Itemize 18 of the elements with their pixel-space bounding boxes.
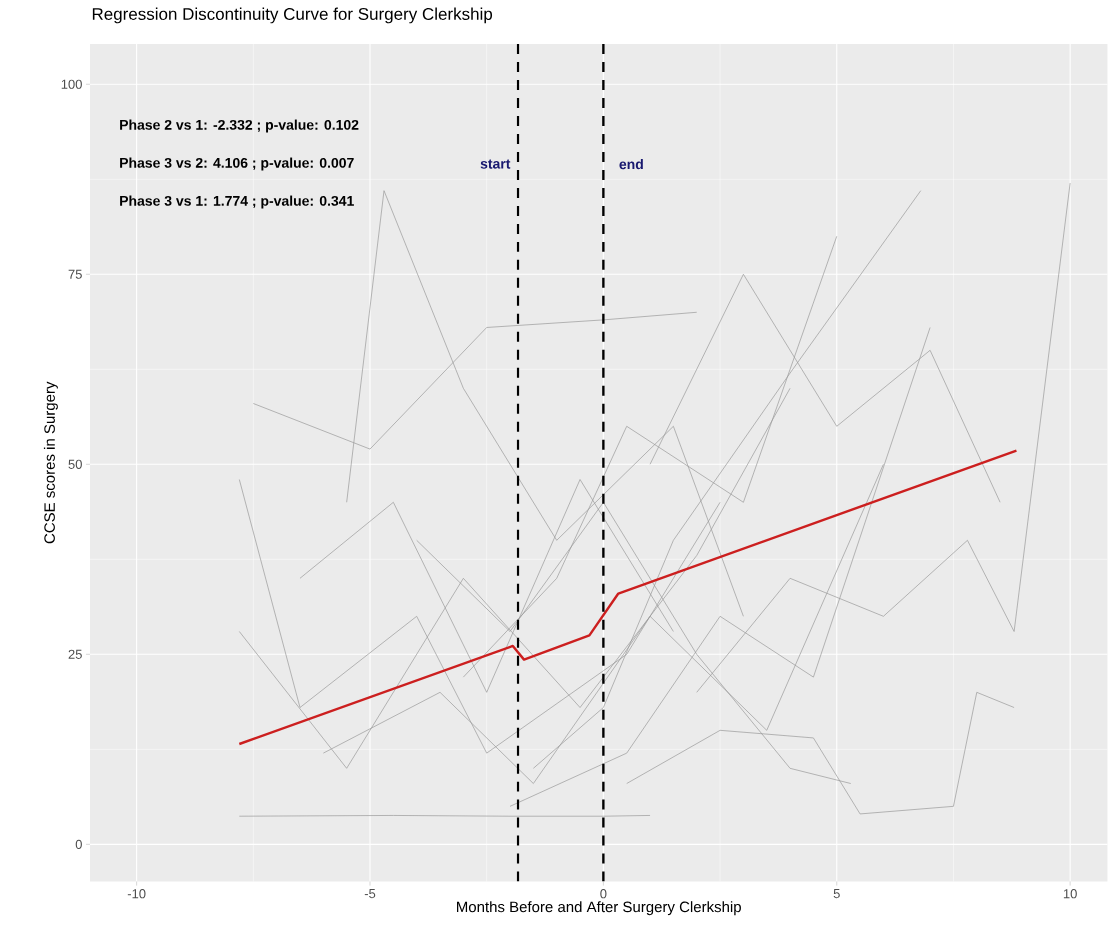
chart-title: Regression Discontinuity Curve for Surgery Clerkship — [92, 7, 493, 24]
y-tick-label: 25 — [68, 649, 82, 660]
x-tick-label: -10 — [127, 889, 146, 899]
y-tick-label: 100 — [61, 79, 82, 90]
ref-line-label: end — [619, 159, 643, 170]
x-tick-label: 10 — [1063, 889, 1077, 899]
annotation: Phase 3 vs 2: 4.106 ; p-value: 0.007 — [120, 157, 354, 171]
x-tick-label: 5 — [833, 889, 840, 899]
annotation: Phase 2 vs 1: -2.332 ; p-value: 0.102 — [120, 119, 359, 133]
x-axis-title: Months Before and After Surgery Clerkship — [457, 901, 741, 916]
x-tick-label: -5 — [364, 889, 376, 899]
x-tick-label: 0 — [600, 889, 607, 899]
y-tick-label: 50 — [68, 459, 82, 470]
y-axis-title: CCSE scores in Surgery — [43, 381, 58, 544]
ref-line-label: start — [480, 159, 511, 169]
y-tick-label: 75 — [68, 269, 82, 280]
annotation: Phase 3 vs 1: 1.774 ; p-value: 0.341 — [120, 195, 354, 209]
y-tick-label: 0 — [75, 839, 82, 850]
